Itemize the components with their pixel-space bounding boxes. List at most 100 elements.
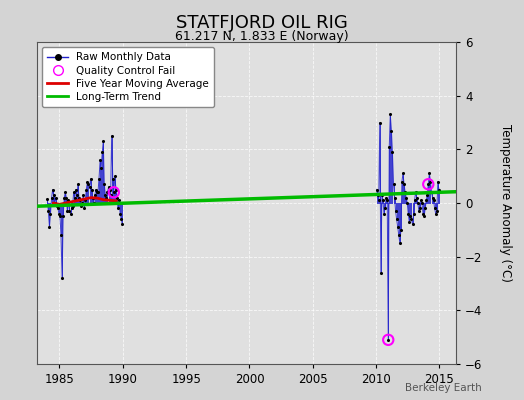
Point: [116, 210, 124, 217]
Point: [72, 186, 80, 193]
Point: [99, 138, 107, 144]
Point: [96, 157, 104, 163]
Point: [50, 200, 59, 206]
Point: [79, 192, 88, 198]
Point: [417, 197, 425, 204]
Point: [375, 197, 383, 204]
Text: Berkeley Earth: Berkeley Earth: [406, 383, 482, 393]
Point: [420, 213, 428, 220]
Point: [48, 194, 56, 201]
Point: [376, 119, 384, 126]
Point: [422, 197, 430, 204]
Point: [95, 176, 103, 182]
Point: [64, 197, 73, 204]
Point: [388, 149, 397, 155]
Point: [66, 208, 74, 214]
Point: [94, 189, 102, 196]
Point: [60, 194, 69, 201]
Point: [425, 170, 433, 177]
Point: [67, 210, 75, 217]
Point: [373, 186, 381, 193]
Point: [411, 189, 420, 196]
Point: [56, 213, 64, 220]
Point: [102, 194, 111, 201]
Point: [401, 189, 409, 196]
Point: [52, 202, 61, 209]
Point: [93, 189, 101, 196]
Point: [379, 197, 387, 204]
Point: [399, 170, 407, 177]
Point: [100, 181, 108, 188]
Point: [118, 221, 126, 228]
Point: [384, 337, 392, 343]
Point: [430, 205, 439, 212]
Point: [403, 200, 411, 206]
Point: [428, 189, 436, 196]
Point: [429, 197, 438, 204]
Point: [108, 176, 117, 182]
Point: [402, 194, 410, 201]
Y-axis label: Temperature Anomaly (°C): Temperature Anomaly (°C): [499, 124, 512, 282]
Point: [92, 186, 100, 193]
Point: [400, 181, 408, 188]
Point: [103, 189, 112, 196]
Point: [410, 197, 419, 204]
Point: [101, 192, 110, 198]
Point: [61, 189, 70, 196]
Point: [74, 181, 82, 188]
Point: [418, 200, 426, 206]
Point: [424, 181, 432, 188]
Point: [424, 181, 432, 188]
Point: [106, 192, 115, 198]
Point: [408, 221, 417, 228]
Point: [75, 194, 83, 201]
Point: [71, 194, 79, 201]
Point: [377, 270, 385, 276]
Point: [387, 127, 396, 134]
Point: [98, 149, 106, 155]
Point: [91, 192, 99, 198]
Point: [73, 192, 81, 198]
Point: [406, 213, 414, 220]
Point: [80, 205, 89, 212]
Point: [84, 181, 93, 188]
Point: [82, 186, 91, 193]
Point: [44, 208, 52, 214]
Point: [68, 205, 76, 212]
Point: [416, 205, 424, 212]
Point: [389, 181, 398, 188]
Point: [432, 210, 440, 217]
Point: [105, 186, 114, 193]
Point: [46, 210, 54, 217]
Legend: Raw Monthly Data, Quality Control Fail, Five Year Moving Average, Long-Term Tren: Raw Monthly Data, Quality Control Fail, …: [42, 47, 214, 107]
Point: [85, 184, 94, 190]
Point: [97, 165, 105, 171]
Point: [88, 186, 96, 193]
Point: [383, 197, 391, 204]
Point: [386, 111, 395, 118]
Point: [397, 227, 405, 233]
Point: [385, 144, 394, 150]
Point: [435, 186, 443, 193]
Point: [395, 232, 403, 238]
Point: [381, 205, 389, 212]
Point: [429, 194, 437, 201]
Point: [90, 200, 98, 206]
Point: [83, 178, 92, 185]
Point: [86, 176, 95, 182]
Point: [69, 202, 77, 209]
Point: [77, 202, 85, 209]
Point: [58, 275, 67, 281]
Point: [421, 205, 430, 212]
Point: [426, 178, 434, 185]
Point: [49, 192, 58, 198]
Point: [434, 178, 442, 185]
Point: [78, 200, 86, 206]
Point: [115, 197, 123, 204]
Point: [419, 210, 427, 217]
Point: [112, 186, 120, 193]
Point: [45, 224, 53, 230]
Point: [55, 210, 63, 217]
Point: [48, 186, 57, 193]
Point: [114, 205, 122, 212]
